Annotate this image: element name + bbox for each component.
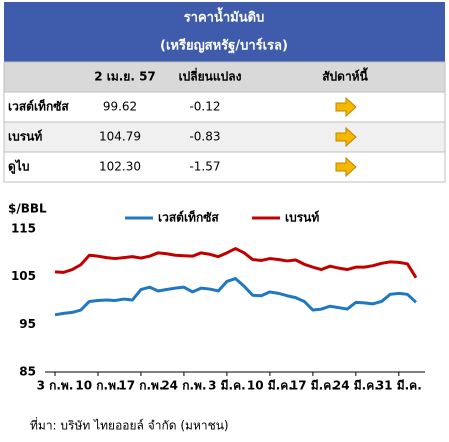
row-band: [4, 122, 445, 152]
x-tick-label: 24 มี.ค.: [333, 379, 379, 393]
row-label: เวสต์เท็กซัส: [8, 99, 69, 114]
x-tick-label: 17 มี.ค.: [290, 379, 336, 393]
legend-label: เวสต์เท็กซัส: [158, 210, 219, 225]
y-tick-label: 115: [11, 222, 36, 236]
title: ราคาน้ำมันดิบ: [184, 7, 265, 26]
chart: $/BBL 85 95 105 115 3 ก.พ. 10 ก.พ.17 ก.พ.24 ก.…: [8, 202, 425, 393]
x-tick-label: 17 ก.พ.: [118, 379, 163, 393]
table: 2 เม.ย. 57 เปลี่ยนแปลง สัปดาห์นี้เวสต์เท็ก…: [8, 67, 369, 175]
x-tick-label: 31 มี.ค.: [376, 379, 422, 393]
x-tick-label: 24 ก.พ.: [161, 379, 206, 393]
column-header: เปลี่ยนแปลง: [179, 68, 242, 84]
arrows: [335, 96, 357, 178]
change: -1.57: [189, 160, 220, 174]
x-tick-label: 3 มี.ค.: [208, 379, 246, 393]
price: 102.30: [99, 160, 141, 174]
x-tick-label: 3 ก.พ.: [37, 379, 74, 393]
price: 99.62: [103, 100, 137, 114]
series-line: [54, 247, 418, 279]
x-tick-label: 10 ก.พ.: [75, 379, 120, 393]
y-axis-label: $/BBL: [8, 202, 47, 216]
subtitle: (เหรียญสหรัฐ/บาร์เรล): [160, 38, 288, 55]
series-line: [54, 277, 418, 317]
y-tick-label: 85: [19, 365, 36, 379]
change: -0.83: [189, 130, 220, 144]
column-header: 2 เม.ย. 57: [94, 70, 156, 84]
y-tick-label: 105: [11, 269, 36, 283]
arrow-icon: [335, 96, 357, 118]
legend-label: เบรนท์: [285, 211, 319, 225]
table-header: [4, 62, 445, 92]
source: ที่มา: บริษัท ไทยออยล์ จำกัด (มหาชน): [30, 417, 229, 433]
column-header: สัปดาห์นี้: [322, 67, 368, 84]
change: -0.12: [189, 100, 220, 114]
row-label: ดูไบ: [8, 159, 29, 175]
row-label: เบรนท์: [8, 130, 42, 144]
arrow-icon: [335, 156, 357, 178]
price: 104.79: [99, 130, 141, 144]
x-tick-label: 10 มี.ค.: [247, 379, 293, 393]
header-band: [4, 2, 445, 62]
y-tick-label: 95: [19, 317, 36, 331]
arrow-icon: [335, 126, 357, 148]
